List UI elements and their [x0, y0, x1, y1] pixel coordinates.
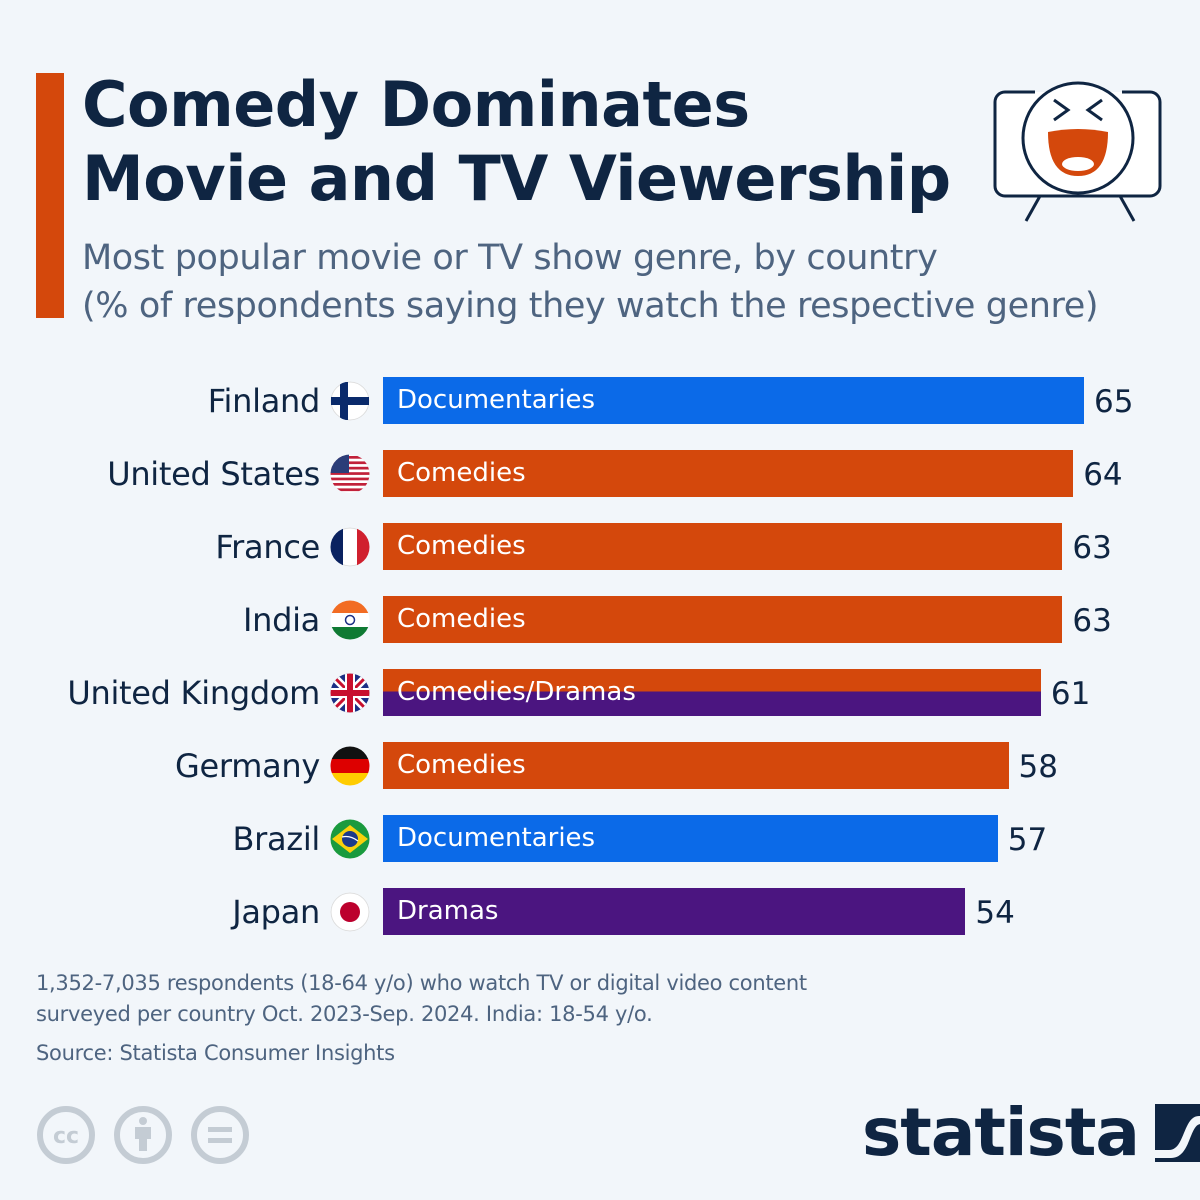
bar-row: United States Comedies 64	[0, 450, 1200, 498]
title-line-1: Comedy Dominates	[82, 68, 750, 141]
bar-row: United Kingdom Comedies/Dramas 61	[0, 669, 1200, 717]
survey-note: 1,352-7,035 respondents (18-64 y/o) who …	[36, 968, 807, 1030]
bar-row: Japan Dramas 54	[0, 888, 1200, 936]
genre-label: Comedies	[397, 750, 526, 780]
logo-text: statista	[862, 1094, 1140, 1171]
usa-flag-icon	[330, 454, 370, 493]
statista-logo-mark-icon	[1154, 1104, 1200, 1162]
bar-row: Finland Documentaries 65	[0, 377, 1200, 425]
subtitle-line-1: Most popular movie or TV show genre, by …	[82, 238, 938, 278]
title-line-2: Movie and TV Viewership	[82, 142, 951, 215]
genre-label: Comedies/Dramas	[397, 677, 636, 707]
bar-row: India Comedies 63	[0, 596, 1200, 644]
value-label: 63	[1072, 530, 1112, 566]
value-label: 61	[1050, 676, 1091, 712]
title-accent-bar	[36, 73, 64, 318]
subtitle: Most popular movie or TV show genre, by …	[82, 234, 1098, 330]
japan-flag-icon	[330, 892, 370, 932]
country-label: Japan	[232, 893, 320, 931]
bar-row: Germany Comedies 58	[0, 742, 1200, 790]
statista-logo[interactable]: statista	[862, 1098, 1200, 1168]
bar: Comedies	[383, 596, 1063, 643]
page-title: Comedy Dominates Movie and TV Viewership	[82, 68, 951, 216]
bar: Documentaries	[383, 815, 998, 862]
source-text: Source: Statista Consumer Insights	[36, 1041, 395, 1065]
genre-label: Documentaries	[397, 823, 596, 853]
country-label: United States	[107, 455, 320, 493]
genre-label: Dramas	[397, 896, 499, 926]
svg-text:cc: cc	[53, 1124, 79, 1149]
bar: Documentaries	[383, 377, 1084, 424]
attribution-icon[interactable]	[113, 1105, 173, 1165]
laughing-tv-icon	[993, 81, 1162, 222]
value-label: 65	[1094, 384, 1134, 420]
bar: Comedies	[383, 450, 1074, 497]
note-line-2: surveyed per country Oct. 2023-Sep. 2024…	[36, 1002, 653, 1026]
bar-row: Brazil Documentaries 57	[0, 815, 1200, 863]
country-label: India	[242, 601, 320, 639]
cc-icon[interactable]: cc	[36, 1105, 96, 1165]
country-label: United Kingdom	[67, 674, 320, 712]
germany-flag-icon	[330, 746, 370, 786]
note-line-1: 1,352-7,035 respondents (18-64 y/o) who …	[36, 971, 807, 995]
genre-label: Comedies	[397, 604, 526, 634]
genre-label: Comedies	[397, 531, 526, 561]
bar-row: France Comedies 63	[0, 523, 1200, 571]
bar: Comedies	[383, 742, 1009, 789]
country-label: France	[215, 528, 320, 566]
bar: Comedies/Dramas	[383, 669, 1041, 716]
france-flag-icon	[330, 527, 370, 567]
value-label: 58	[1018, 749, 1058, 785]
bar: Dramas	[383, 888, 966, 935]
country-label: Germany	[175, 747, 320, 785]
bar: Comedies	[383, 523, 1063, 570]
subtitle-line-2: (% of respondents saying they watch the …	[82, 286, 1099, 326]
genre-label: Documentaries	[397, 385, 596, 415]
finland-flag-icon	[330, 381, 370, 421]
india-flag-icon	[330, 600, 370, 640]
uk-flag-icon	[330, 673, 370, 713]
no-derivatives-icon[interactable]	[190, 1105, 250, 1165]
country-label: Brazil	[232, 820, 321, 858]
brazil-flag-icon	[330, 819, 370, 859]
license-icons: cc	[36, 1105, 262, 1165]
value-label: 54	[975, 895, 1015, 931]
country-label: Finland	[207, 382, 321, 420]
value-label: 64	[1083, 457, 1123, 493]
value-label: 63	[1072, 603, 1112, 639]
genre-label: Comedies	[397, 458, 526, 488]
value-label: 57	[1007, 822, 1048, 858]
